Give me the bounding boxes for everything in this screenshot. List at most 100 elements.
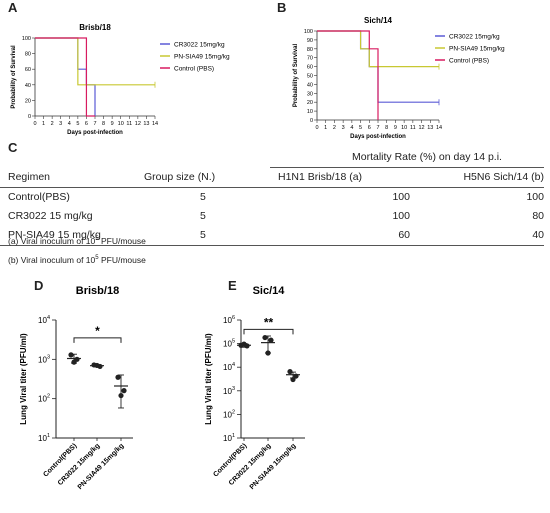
significance-bracket — [243, 328, 294, 335]
table-footnote-b: (b) Viral inoculum of 105 PFU/mouse — [8, 255, 146, 265]
x-tick-label: 9 — [394, 125, 397, 131]
y-tick-label: 80 — [307, 47, 313, 53]
survival-line — [317, 30, 379, 120]
y-tick-label: 0 — [28, 114, 31, 120]
viral-titer-chart-sic14: Sic/14 101 102 103 104 105 106 Lung Viral titer… — [205, 285, 305, 491]
footnote-text: PFU/mouse — [98, 255, 146, 265]
x-tick-label: 3 — [59, 121, 62, 127]
y-tick-label: 104 — [38, 315, 50, 325]
y-tick-label: 90 — [307, 38, 313, 44]
data-point — [121, 388, 127, 394]
x-tick-label: 4 — [350, 125, 353, 131]
y-tick-label: 100 — [22, 36, 31, 42]
chart-title: Sic/14 — [253, 285, 286, 297]
table-cell: 60 — [398, 229, 410, 241]
x-tick-label: 7 — [376, 125, 379, 131]
y-axis-label: Lung Viral titer (PFU/ml) — [19, 333, 28, 425]
data-point — [287, 369, 293, 375]
x-axis-label: Days post-infection — [67, 130, 123, 136]
data-point — [265, 350, 271, 356]
footnote-text: PFU/mouse — [98, 236, 146, 246]
x-tick-label: 12 — [419, 125, 425, 131]
x-tick-label: 5 — [76, 121, 79, 127]
legend-label: Control (PBS) — [449, 58, 489, 65]
significance-bracket — [73, 337, 122, 343]
y-tick-label: 60 — [307, 65, 313, 71]
table-cell: 5 — [200, 210, 206, 222]
data-point — [94, 362, 100, 369]
x-tick-label: PN-SIA49 15mg/kg — [77, 442, 126, 491]
chart-title: Brisb/18 — [79, 23, 111, 32]
mortality-table: Mortality Rate (%) on day 14 p.i. Regime… — [0, 148, 550, 246]
y-tick-label: 50 — [307, 74, 313, 80]
x-tick-label: 1 — [324, 125, 327, 131]
footnote-text: (a) Viral inoculum of 10 — [8, 236, 96, 246]
x-tick-label: CR3022 15mg/kg — [57, 442, 102, 487]
y-tick-label: 105 — [223, 339, 235, 349]
table-header: H1N1 Brisb/18 (a) — [278, 171, 363, 183]
y-tick-label: 101 — [223, 433, 235, 443]
x-axis-label: Days post-infection — [350, 134, 406, 140]
chart-title: Brisb/18 — [76, 285, 119, 297]
y-tick-label: 103 — [38, 354, 50, 364]
legend-label: CR3022 15mg/kg — [449, 34, 500, 41]
panel-label-e: E — [228, 278, 237, 293]
panel-label-b: B — [277, 0, 287, 15]
y-tick-label: 10 — [307, 109, 313, 115]
panel-label-d: D — [34, 278, 44, 293]
x-tick-label: 1 — [42, 121, 45, 127]
table-cell: Control(PBS) — [8, 191, 70, 203]
y-tick-label: 20 — [25, 98, 31, 104]
significance-label: * — [95, 324, 100, 338]
table-cell: 100 — [392, 191, 410, 203]
data-point — [241, 341, 247, 347]
survival-line — [35, 37, 95, 117]
x-tick-label: 6 — [368, 125, 371, 131]
x-tick-label: 6 — [85, 121, 88, 127]
table-cell: CR3022 15 mg/kg — [8, 210, 93, 222]
legend-label: Control (PBS) — [174, 66, 214, 73]
x-tick-label: 2 — [51, 121, 54, 127]
table-cell: 40 — [532, 229, 544, 241]
table-cell: 5 — [200, 191, 206, 203]
y-tick-label: 40 — [25, 83, 31, 89]
y-tick-label: 103 — [223, 386, 235, 396]
y-tick-label: 40 — [307, 82, 313, 88]
table-row: PN-SIA49 15 mg/kg 5 60 40 — [0, 226, 544, 245]
y-axis-label: Probability of Survival — [293, 43, 299, 107]
y-tick-label: 80 — [25, 52, 31, 58]
chart-title: Sich/14 — [364, 16, 393, 25]
y-tick-label: 102 — [223, 409, 235, 419]
x-tick-label: 11 — [410, 125, 416, 131]
x-tick-label: 13 — [143, 121, 149, 127]
data-point — [71, 359, 77, 365]
table-header: H5N6 Sich/14 (b) — [463, 171, 544, 183]
significance-label: ** — [264, 315, 274, 329]
table-cell: 80 — [532, 210, 544, 222]
x-tick-label: 10 — [401, 125, 407, 131]
footnote-text: (b) Viral inoculum of 10 — [8, 255, 96, 265]
x-tick-label: 8 — [102, 121, 105, 127]
x-tick-label: 12 — [135, 121, 141, 127]
y-tick-label: 106 — [223, 315, 235, 325]
table-row: Control(PBS) 5 100 100 — [0, 187, 544, 207]
y-axis-label: Probability of Survival — [11, 45, 17, 109]
table-cell: 100 — [526, 191, 544, 203]
y-tick-label: 70 — [307, 56, 313, 62]
x-tick-label: 9 — [111, 121, 114, 127]
data-point — [293, 373, 299, 379]
data-point — [290, 376, 296, 383]
x-tick-label: 7 — [93, 121, 96, 127]
legend-label: PN-SIA49 15mg/kg — [449, 46, 505, 53]
data-point — [68, 352, 74, 358]
y-axis-label: Lung Viral titer (PFU/ml) — [205, 333, 213, 425]
y-tick-label: 100 — [304, 29, 313, 35]
table-footnote-a: (a) Viral inoculum of 105 PFU/mouse — [8, 236, 146, 246]
x-tick-label: 5 — [359, 125, 362, 131]
y-tick-label: 30 — [307, 91, 313, 97]
x-tick-label: 14 — [152, 121, 158, 127]
y-tick-label: 0 — [310, 118, 313, 124]
table-cell: 5 — [200, 229, 206, 241]
x-tick-label: 11 — [126, 121, 132, 127]
